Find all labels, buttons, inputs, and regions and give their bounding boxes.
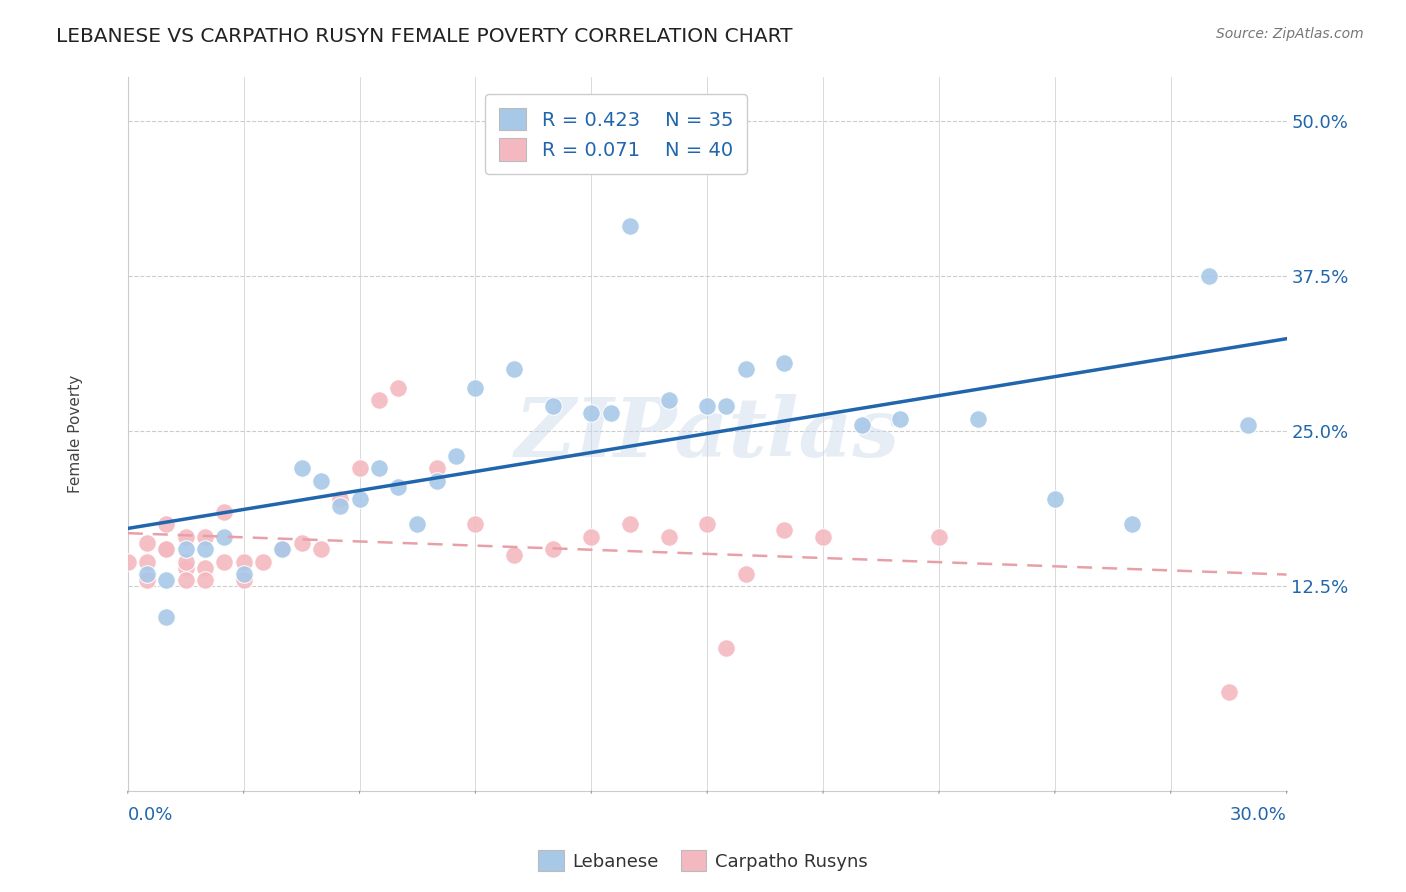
- Legend: R = 0.423    N = 35, R = 0.071    N = 40: R = 0.423 N = 35, R = 0.071 N = 40: [485, 95, 747, 174]
- Point: [581, 406, 603, 420]
- Point: [136, 555, 159, 569]
- Point: [464, 381, 486, 395]
- Point: [367, 461, 389, 475]
- Point: [387, 381, 409, 395]
- Point: [541, 400, 564, 414]
- Point: [174, 555, 197, 569]
- Point: [503, 362, 526, 376]
- Point: [811, 530, 834, 544]
- Point: [773, 524, 796, 538]
- Point: [406, 517, 429, 532]
- Point: [194, 560, 217, 574]
- Point: [444, 449, 467, 463]
- Point: [657, 530, 679, 544]
- Point: [716, 400, 738, 414]
- Point: [657, 393, 679, 408]
- Point: [271, 542, 294, 557]
- Point: [966, 411, 988, 425]
- Point: [155, 542, 177, 557]
- Point: [734, 566, 756, 581]
- Point: [387, 480, 409, 494]
- Point: [599, 406, 621, 420]
- Point: [194, 573, 217, 587]
- Point: [309, 474, 332, 488]
- Point: [541, 542, 564, 557]
- Point: [214, 530, 236, 544]
- Point: [329, 499, 352, 513]
- Point: [426, 461, 449, 475]
- Legend: Lebanese, Carpatho Rusyns: Lebanese, Carpatho Rusyns: [531, 843, 875, 879]
- Point: [1198, 268, 1220, 283]
- Point: [232, 566, 254, 581]
- Point: [1121, 517, 1143, 532]
- Point: [329, 492, 352, 507]
- Point: [174, 560, 197, 574]
- Point: [464, 517, 486, 532]
- Point: [136, 536, 159, 550]
- Point: [232, 573, 254, 587]
- Point: [214, 555, 236, 569]
- Point: [773, 356, 796, 370]
- Point: [155, 542, 177, 557]
- Point: [117, 555, 139, 569]
- Point: [1043, 492, 1066, 507]
- Point: [581, 530, 603, 544]
- Point: [271, 542, 294, 557]
- Point: [889, 411, 911, 425]
- Point: [136, 566, 159, 581]
- Text: Source: ZipAtlas.com: Source: ZipAtlas.com: [1216, 27, 1364, 41]
- Point: [851, 417, 873, 432]
- Point: [291, 461, 314, 475]
- Point: [1218, 685, 1240, 699]
- Point: [349, 461, 371, 475]
- Point: [155, 573, 177, 587]
- Point: [928, 530, 950, 544]
- Point: [734, 362, 756, 376]
- Text: ZIPatlas: ZIPatlas: [515, 394, 900, 475]
- Point: [426, 474, 449, 488]
- Point: [696, 517, 718, 532]
- Point: [1237, 417, 1260, 432]
- Point: [232, 555, 254, 569]
- Point: [367, 393, 389, 408]
- Text: Female Poverty: Female Poverty: [67, 376, 83, 493]
- Text: 0.0%: 0.0%: [128, 806, 173, 824]
- Point: [155, 610, 177, 624]
- Point: [174, 573, 197, 587]
- Point: [291, 536, 314, 550]
- Point: [252, 555, 274, 569]
- Point: [136, 573, 159, 587]
- Point: [309, 542, 332, 557]
- Point: [174, 542, 197, 557]
- Point: [503, 549, 526, 563]
- Point: [194, 530, 217, 544]
- Point: [696, 400, 718, 414]
- Text: LEBANESE VS CARPATHO RUSYN FEMALE POVERTY CORRELATION CHART: LEBANESE VS CARPATHO RUSYN FEMALE POVERT…: [56, 27, 793, 45]
- Point: [214, 505, 236, 519]
- Point: [155, 517, 177, 532]
- Text: 30.0%: 30.0%: [1230, 806, 1286, 824]
- Point: [619, 517, 641, 532]
- Point: [619, 219, 641, 234]
- Point: [174, 530, 197, 544]
- Point: [716, 641, 738, 656]
- Point: [349, 492, 371, 507]
- Point: [194, 542, 217, 557]
